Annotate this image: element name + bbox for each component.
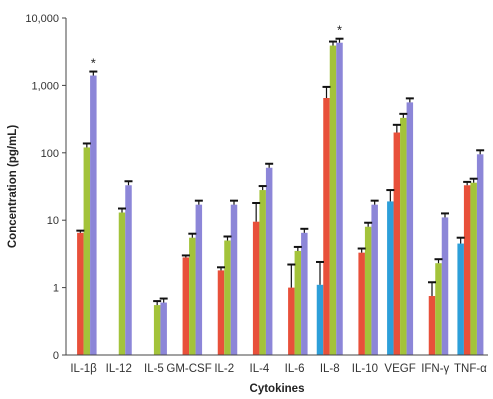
x-category-label: IL-10	[352, 363, 378, 375]
bar	[125, 185, 132, 355]
bar	[336, 42, 343, 356]
bar	[387, 201, 394, 355]
bars	[77, 42, 484, 356]
x-category-label: IL-4	[250, 363, 270, 375]
bar	[470, 182, 477, 355]
bar	[428, 296, 436, 355]
y-tick-label: 10	[47, 215, 59, 227]
bar	[195, 204, 203, 355]
bar	[160, 302, 167, 355]
bar	[259, 190, 266, 355]
x-category-label: TNF-α	[454, 363, 487, 375]
y-axis-ticks: 0 1 10 100 1,000 10,000	[25, 13, 66, 362]
bar	[406, 102, 414, 355]
bar	[189, 237, 196, 355]
x-category-label: IL-5	[144, 363, 164, 375]
bar	[435, 263, 442, 355]
bar	[301, 232, 308, 355]
significance-star: *	[337, 23, 342, 38]
y-tick-label: 1,000	[31, 80, 59, 92]
bar	[329, 45, 337, 355]
bar	[153, 305, 161, 355]
bar	[265, 167, 273, 355]
y-tick-label: 1	[53, 283, 59, 295]
y-tick-label: 0	[53, 350, 59, 362]
bar	[457, 243, 464, 355]
x-category-label: GM-CSF	[166, 363, 211, 375]
x-category-label: IL-1β	[70, 363, 97, 375]
bar	[77, 232, 84, 355]
bar	[393, 132, 401, 355]
bar	[463, 185, 471, 355]
bar	[371, 204, 378, 355]
y-tick-label: 10,000	[25, 13, 59, 25]
bar	[476, 154, 484, 355]
y-axis-title: Concentration (pg/mL)	[7, 125, 19, 248]
bar	[217, 270, 225, 355]
bar	[441, 217, 449, 355]
bar	[83, 147, 91, 355]
x-category-label: VEGF	[384, 363, 415, 375]
bar	[224, 240, 231, 355]
y-tick-label: 100	[41, 148, 59, 160]
x-axis-title: Cytokines	[250, 383, 305, 395]
x-axis-categories: IL-1β IL-12 IL-5 GM-CSF IL-2 IL-4 IL-6 IL-8 IL-1…	[70, 363, 487, 375]
x-category-label: IL-6	[285, 363, 305, 375]
bar	[252, 221, 260, 355]
bar	[90, 75, 97, 356]
x-category-label: IL-8	[320, 363, 340, 375]
x-category-label: IFN-γ	[421, 363, 449, 375]
x-category-label: IL-12	[106, 363, 132, 375]
significance-star: *	[91, 56, 96, 71]
bar	[294, 250, 302, 355]
annotations: **	[91, 23, 342, 71]
bar	[316, 284, 324, 355]
bar	[182, 257, 190, 355]
error-bars	[76, 37, 485, 306]
bar	[400, 117, 407, 355]
bar	[364, 226, 372, 355]
bar	[288, 287, 295, 355]
bar	[118, 212, 126, 355]
bar	[323, 98, 330, 355]
bar	[230, 204, 238, 355]
bar	[358, 252, 365, 355]
x-category-label: IL-2	[214, 363, 234, 375]
